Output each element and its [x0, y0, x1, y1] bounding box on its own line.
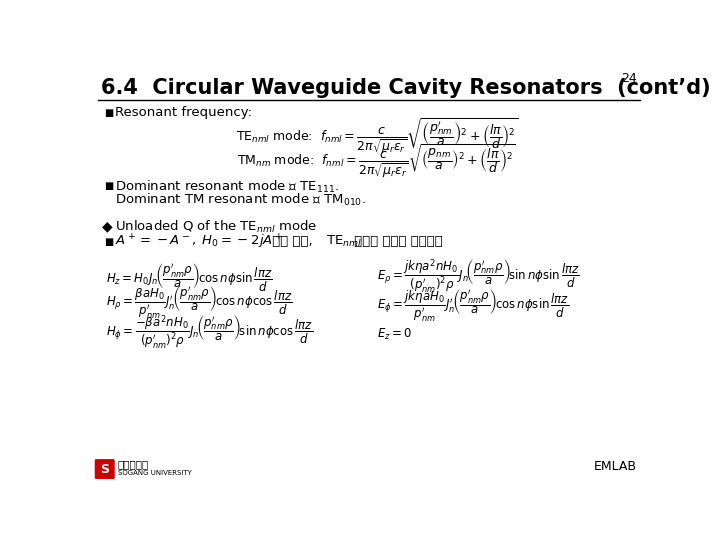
Text: 6.4  Circular Waveguide Cavity Resonators  (cont’d): 6.4 Circular Waveguide Cavity Resonators… — [101, 78, 711, 98]
Text: EMLAB: EMLAB — [594, 460, 637, 473]
Text: $H_\rho = \dfrac{\beta a H_0}{p^{\prime}_{nm}} J^{\prime}_n\!\left(\dfrac{p^{\pr: $H_\rho = \dfrac{\beta a H_0}{p^{\prime}… — [106, 284, 292, 320]
Text: $H_z = H_0 J_n\!\left(\dfrac{p^{\prime}_{nm}\rho}{a}\right)\!\cos n\phi \sin\dfr: $H_z = H_0 J_n\!\left(\dfrac{p^{\prime}_… — [106, 261, 272, 293]
Text: $E_\rho = \dfrac{jk\eta a^2 n H_0}{(p^{\prime}_{nm})^2\rho} J_n\!\left(\dfrac{p^: $E_\rho = \dfrac{jk\eta a^2 n H_0}{(p^{\… — [377, 258, 580, 295]
Text: TM$_{nm}$ mode:  $f_{nml} = \dfrac{c}{2\pi\sqrt{\mu_r\epsilon_r}} \sqrt{\left(\d: TM$_{nm}$ mode: $f_{nml} = \dfrac{c}{2\p… — [238, 142, 516, 180]
Text: Resonant frequency:: Resonant frequency: — [114, 106, 252, 119]
Text: 임을 이용,: 임을 이용, — [269, 235, 317, 248]
Text: ■: ■ — [104, 107, 113, 118]
Text: ■: ■ — [104, 181, 113, 192]
Text: Unloaded Q of the TE$_{nml}$ mode: Unloaded Q of the TE$_{nml}$ mode — [114, 219, 317, 234]
Text: $A^+ = -A^-,\; H_0 = -2jA^+$: $A^+ = -A^-,\; H_0 = -2jA^+$ — [114, 233, 283, 251]
Text: ◆: ◆ — [102, 219, 113, 233]
Text: 24: 24 — [621, 72, 637, 85]
Text: S: S — [100, 463, 109, 476]
Text: SOGANG UNIVERSITY: SOGANG UNIVERSITY — [118, 470, 192, 476]
Text: TE$_{nml}$ mode:  $f_{nml} = \dfrac{c}{2\pi\sqrt{\mu_r\epsilon_r}} \sqrt{\left(\: TE$_{nml}$ mode: $f_{nml} = \dfrac{c}{2\… — [235, 117, 518, 156]
Text: $E_z = 0$: $E_z = 0$ — [377, 327, 412, 342]
Text: TE$_{nml}$: TE$_{nml}$ — [326, 234, 362, 249]
Text: 서강대학교: 서강대학교 — [118, 460, 149, 469]
Text: ■: ■ — [104, 237, 113, 247]
Text: $H_\phi = \dfrac{-\beta a^2 n H_0}{(p^{\prime}_{nm})^2\rho} J_n\!\left(\dfrac{p^: $H_\phi = \dfrac{-\beta a^2 n H_0}{(p^{\… — [106, 313, 312, 351]
FancyBboxPatch shape — [96, 460, 114, 478]
Text: $E_\phi = \dfrac{jk\eta a H_0}{p^{\prime}_{nm}} J^{\prime}_n\!\left(\dfrac{p^{\p: $E_\phi = \dfrac{jk\eta a H_0}{p^{\prime… — [377, 287, 569, 323]
Text: 모드의 필드를 나타내면: 모드의 필드를 나타내면 — [350, 235, 442, 248]
Text: Dominant TM resonant mode 는 TM$_{010}$.: Dominant TM resonant mode 는 TM$_{010}$. — [114, 192, 366, 207]
Text: Dominant resonant mode 는 TE$_{111}$.: Dominant resonant mode 는 TE$_{111}$. — [114, 178, 339, 194]
